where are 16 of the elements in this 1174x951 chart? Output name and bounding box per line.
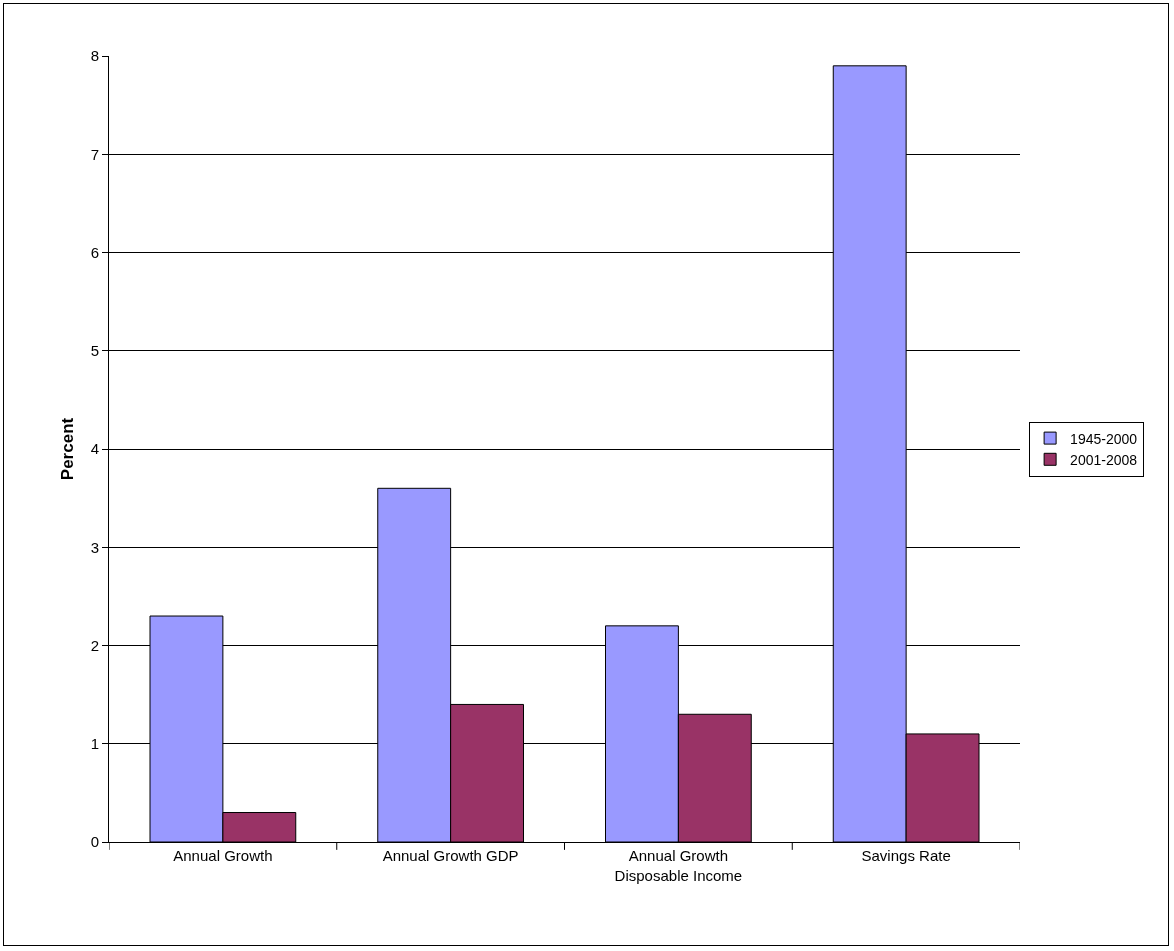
x-tick-label: Annual Growth bbox=[173, 847, 273, 864]
y-tick-label: 8 bbox=[90, 47, 99, 65]
y-tick-label: 4 bbox=[90, 440, 99, 458]
y-tick-label: 3 bbox=[90, 538, 99, 556]
x-tick-label: Savings Rate bbox=[861, 847, 951, 864]
y-axis-title: Percent bbox=[58, 417, 78, 481]
y-tick-label: 6 bbox=[90, 243, 99, 261]
y-tick-label: 5 bbox=[90, 342, 99, 359]
legend-label: 2001-2008 bbox=[1070, 451, 1138, 468]
y-tick-label: 0 bbox=[90, 833, 99, 851]
x-tick-label: Annual Growth Disposable Income bbox=[614, 847, 743, 884]
y-tick-label: 2 bbox=[90, 636, 99, 654]
x-tick-label: Annual Growth GDP bbox=[382, 847, 519, 864]
y-tick-label: 7 bbox=[90, 145, 99, 163]
y-tick-label: 1 bbox=[90, 735, 99, 752]
legend-label: 1945-2000 bbox=[1070, 430, 1138, 447]
